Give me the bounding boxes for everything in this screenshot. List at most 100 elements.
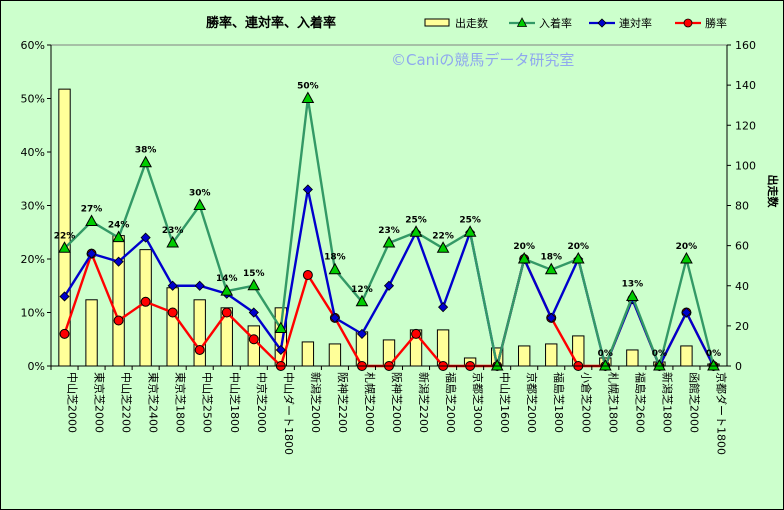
- data-label-6: 30%: [189, 189, 211, 199]
- category-label-19: 福島芝1800: [552, 372, 566, 433]
- data-label-2: 27%: [81, 205, 103, 215]
- data-label-5: 23%: [162, 226, 184, 236]
- left-tick-label: 20%: [21, 253, 45, 266]
- category-label-24: 函館芝2000: [687, 372, 701, 433]
- category-label-18: 京都芝2000: [525, 372, 539, 433]
- triangle-marker-16: [463, 225, 477, 237]
- category-label-8: 中京芝2000: [255, 372, 269, 433]
- triangle-marker-25: [707, 358, 720, 371]
- right-tick-label: 120: [735, 119, 756, 132]
- category-label-13: 阪神芝2000: [390, 372, 404, 433]
- category-label-11: 阪神芝2200: [336, 372, 350, 433]
- right-tick-label: 0: [735, 360, 742, 373]
- left-tick-label: 10%: [21, 307, 45, 320]
- category-label-9: 中山ダート1800: [282, 372, 296, 455]
- diamond-marker-4: [140, 232, 151, 243]
- category-label-6: 中山芝2500: [201, 372, 214, 433]
- category-label-3: 中山芝2200: [120, 372, 133, 433]
- diamond-marker-1: [59, 291, 70, 302]
- data-label-14: 25%: [405, 215, 427, 225]
- category-label-17: 中山芝1600: [498, 372, 511, 433]
- plot-area: [50, 44, 728, 367]
- left-tick-label: 60%: [21, 39, 45, 52]
- triangle-marker-9: [274, 321, 288, 334]
- legend-label-3: 連対率: [619, 16, 652, 30]
- data-label-1: 22%: [54, 231, 76, 241]
- circle-marker-4: [140, 296, 151, 307]
- triangle-marker-3: [112, 230, 125, 243]
- right-tick-label: 160: [735, 39, 756, 52]
- legend-circle-marker: [683, 18, 693, 28]
- category-label-16: 京都芝3000: [471, 372, 485, 433]
- left-tick-label: 50%: [21, 93, 45, 106]
- data-label-22: 13%: [622, 279, 644, 289]
- bar-6: [193, 299, 206, 367]
- right-tick-label: 80: [735, 200, 749, 213]
- category-label-14: 新潟芝2200: [417, 372, 431, 433]
- diamond-marker-19: [546, 312, 557, 323]
- circle-marker-6: [194, 344, 205, 355]
- diamond-marker-11: [329, 312, 340, 323]
- triangle-marker-12: [355, 294, 369, 307]
- triangle-marker-2: [85, 214, 98, 227]
- diamond-marker-2: [86, 248, 97, 259]
- category-label-12: 札幌芝2000: [363, 372, 377, 433]
- triangle-marker-13: [382, 235, 396, 248]
- right-tick-label: 60: [735, 240, 749, 253]
- triangle-marker-17: [490, 358, 504, 371]
- category-label-2: 東京芝2000: [93, 372, 107, 433]
- bar-3: [112, 235, 125, 367]
- data-label-15: 22%: [432, 231, 454, 241]
- watermark: ©Caniの競馬データ研究室: [391, 51, 574, 69]
- triangle-marker-18: [517, 251, 531, 264]
- data-label-21: 0%: [598, 349, 613, 359]
- category-label-20: 小倉芝2000: [579, 372, 593, 433]
- diamond-marker-13: [383, 280, 395, 291]
- data-label-3: 24%: [108, 221, 130, 231]
- data-label-13: 23%: [378, 226, 400, 236]
- triangle-marker-21: [598, 358, 612, 371]
- triangle-marker-22: [626, 289, 639, 301]
- bar-10: [301, 341, 315, 367]
- category-label-1: 中山芝2000: [66, 372, 79, 433]
- triangle-marker-20: [571, 251, 585, 264]
- triangle-marker-4: [139, 155, 152, 168]
- data-label-12: 12%: [351, 285, 373, 295]
- diamond-marker-5: [167, 280, 178, 291]
- category-label-4: 東京芝2400: [147, 372, 161, 433]
- diamond-marker-8: [248, 307, 259, 318]
- legend-bar-swatch: [424, 18, 450, 27]
- triangle-marker-11: [328, 262, 342, 275]
- data-label-16: 25%: [459, 215, 481, 225]
- data-label-10: 50%: [297, 82, 319, 92]
- left-tick-label: 0%: [28, 360, 45, 373]
- category-label-10: 新潟芝2000: [309, 372, 323, 433]
- diamond-marker-9: [275, 344, 286, 356]
- data-label-19: 18%: [540, 253, 562, 263]
- legend-triangle-marker: [516, 17, 528, 27]
- data-label-25: 0%: [706, 349, 721, 359]
- bar-5: [166, 287, 179, 367]
- triangle-marker-19: [544, 262, 558, 275]
- bar-22: [626, 349, 639, 367]
- diamond-marker-24: [681, 307, 692, 318]
- bar-19: [545, 343, 558, 367]
- triangle-marker-23: [653, 358, 666, 371]
- data-label-20: 20%: [568, 242, 590, 252]
- left-tick-label: 30%: [21, 200, 45, 213]
- right-tick-label: 20: [735, 320, 749, 333]
- diamond-marker-3: [113, 256, 124, 267]
- legend-diamond-marker: [597, 18, 607, 28]
- right-tick-label: 40: [735, 280, 749, 293]
- triangle-marker-1: [58, 241, 71, 253]
- data-label-24: 20%: [676, 242, 698, 252]
- right-tick-label: 100: [735, 159, 756, 172]
- category-label-22: 福島芝2600: [633, 372, 647, 433]
- right-axis-label: 出走数: [766, 175, 780, 209]
- legend-label-1: 出走数: [455, 16, 488, 30]
- bar-4: [139, 249, 152, 367]
- circle-marker-8: [248, 334, 259, 345]
- triangle-marker-14: [409, 225, 423, 237]
- circle-marker-3: [113, 315, 124, 326]
